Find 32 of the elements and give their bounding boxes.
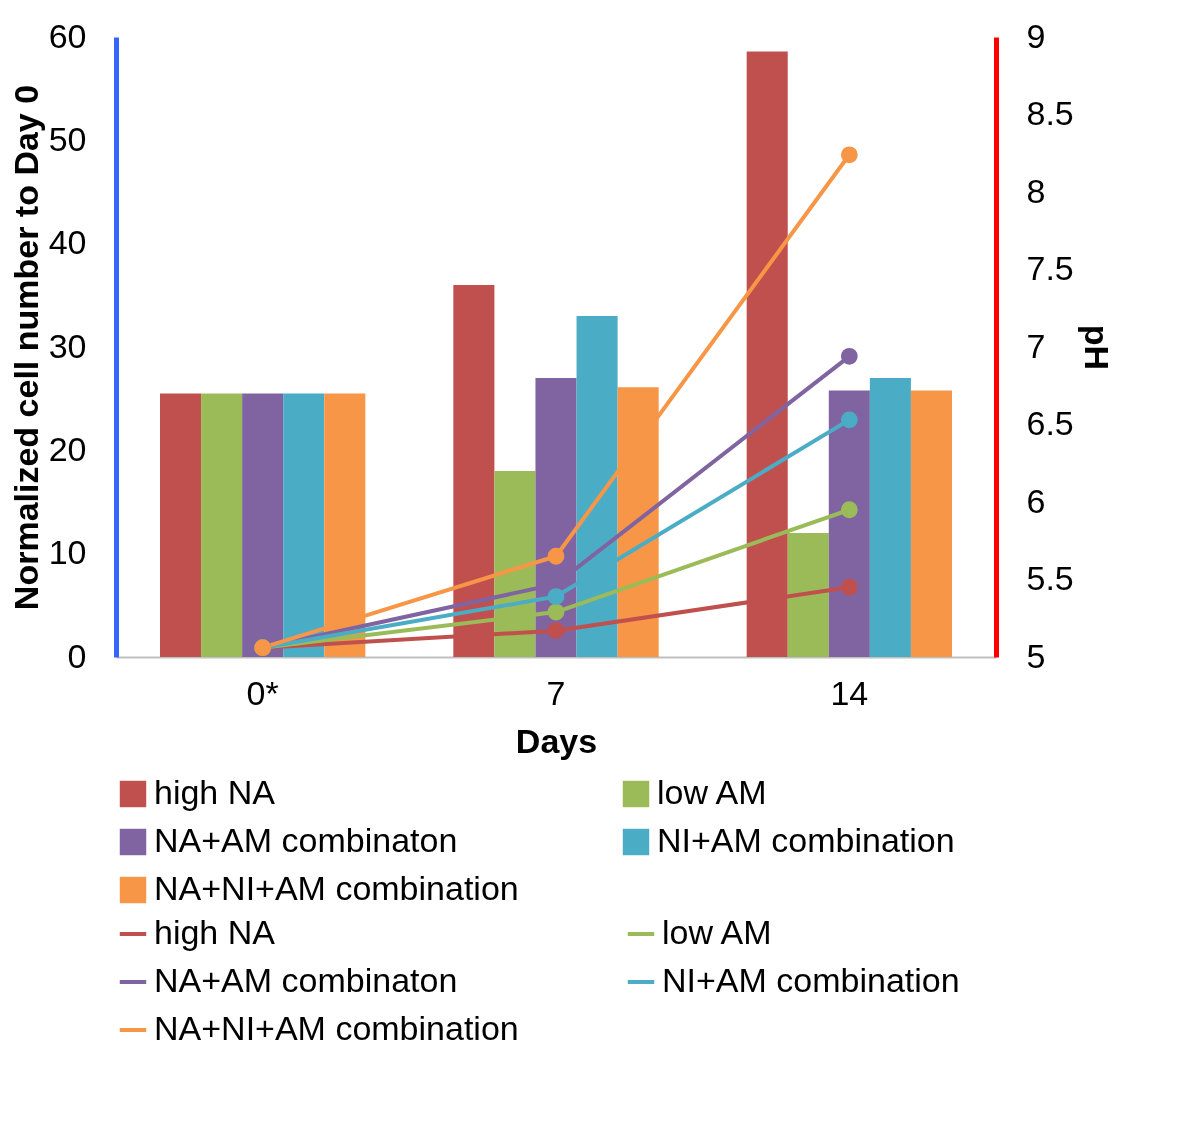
legend-label: NA+NI+AM combination: [154, 1009, 519, 1047]
y-tick-label: 60: [48, 16, 87, 55]
y2-tick-label: 8.5: [1026, 94, 1074, 132]
y2-axis-title: pH: [1077, 324, 1116, 371]
y2-tick-label: 5.5: [1026, 559, 1074, 597]
y2-tick-label: 5: [1026, 636, 1046, 675]
y2-tick-label: 6: [1026, 481, 1046, 520]
y2-tick-label: 7: [1026, 326, 1046, 365]
legend-label: high NA: [154, 773, 276, 811]
y2-tick-label: 8: [1026, 171, 1046, 210]
x-tick-label: 7: [546, 673, 566, 712]
legend-label: NI+AM combination: [662, 961, 960, 999]
legend-label: low AM: [662, 913, 772, 951]
y-tick-label: 20: [48, 429, 87, 468]
legend-label: NA+AM combinaton: [154, 821, 458, 859]
y2-tick-label: 7.5: [1026, 249, 1074, 287]
y-tick-label: 30: [48, 326, 87, 365]
y2-tick-label: 6.5: [1026, 404, 1074, 442]
x-tick-label: 0*: [246, 673, 279, 712]
y-axis-title: Normalized cell number to Day 0: [6, 84, 45, 611]
legend-label: high NA: [154, 913, 276, 951]
y-tick-label: 10: [48, 533, 87, 572]
y-tick-label: 0: [67, 636, 87, 675]
y-tick-label: 50: [48, 119, 87, 158]
y2-tick-label: 9: [1026, 16, 1046, 55]
legend-label: NA+NI+AM combination: [154, 869, 519, 907]
legend-label: NI+AM combination: [657, 821, 955, 859]
x-axis-title: Days: [515, 721, 598, 760]
y-tick-label: 40: [48, 223, 87, 262]
x-tick-label: 14: [830, 673, 869, 712]
legend-label: NA+AM combinaton: [154, 961, 458, 999]
legend-label: low AM: [657, 773, 767, 811]
